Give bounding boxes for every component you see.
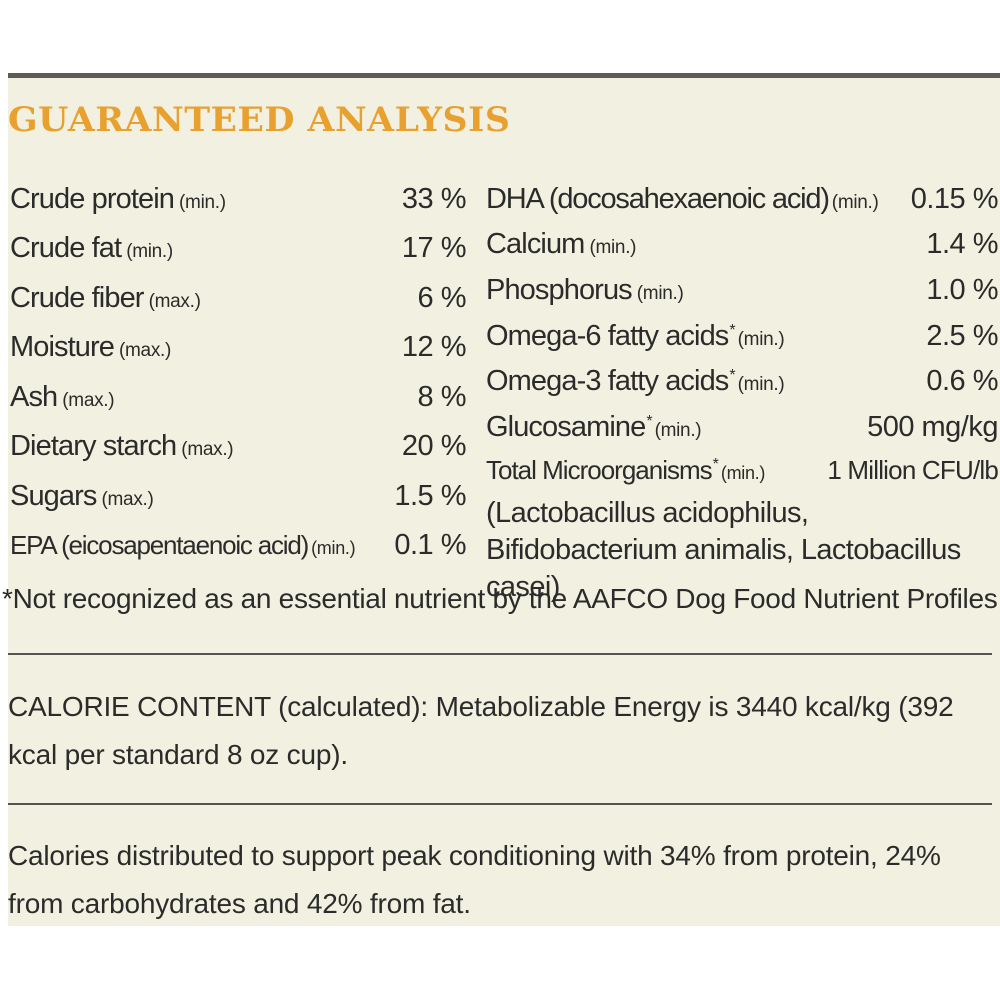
nutrient-qualifier: (min.) <box>720 463 766 483</box>
nutrient-row-crude-fat: Crude fat (min.) 17 % <box>10 232 467 272</box>
nutrient-label: Crude fiber <box>10 282 144 314</box>
nutrient-value: 0.6 % <box>926 365 998 397</box>
nutrient-label: Ash <box>10 381 58 413</box>
nutrient-qualifier: (max.) <box>62 390 115 411</box>
analysis-panel <box>8 73 1000 926</box>
asterisk-mark: * <box>729 322 736 339</box>
nutrient-qualifier: (max.) <box>101 489 154 510</box>
nutrient-label: Phosphorus <box>486 274 633 306</box>
nutrient-qualifier: (max.) <box>148 291 201 312</box>
nutrient-label: EPA (eicosapentaenoic acid) <box>10 530 309 560</box>
nutrient-label: DHA (docosahexaenoic acid) <box>486 183 830 215</box>
nutrient-value: 6 % <box>417 282 467 314</box>
nutrient-label: Sugars <box>10 480 97 512</box>
nutrient-qualifier: (min.) <box>589 237 637 258</box>
nutrient-value: 12 % <box>401 331 467 363</box>
nutrient-qualifier: (max.) <box>119 340 172 361</box>
nutrient-row-epa: EPA (eicosapentaenoic acid) (min.) 0.1 % <box>10 529 466 569</box>
nutrient-label: Crude fat <box>10 232 122 264</box>
nutrient-row-sugars: Sugars (max.) 1.5 % <box>10 480 466 520</box>
nutrient-label: Moisture <box>10 331 115 363</box>
nutrient-label: Glucosamine <box>486 411 646 443</box>
top-divider <box>8 73 1000 78</box>
nutrient-label: Calcium <box>486 228 585 260</box>
nutrient-qualifier: (min.) <box>737 329 785 350</box>
nutrient-qualifier: (min.) <box>654 420 702 441</box>
divider <box>8 803 992 805</box>
nutrient-qualifier: (max.) <box>181 439 234 460</box>
nutrient-label: Crude protein <box>10 183 175 215</box>
nutrient-value: 1.5 % <box>394 480 466 512</box>
nutrient-row-phosphorus: Phosphorus (min.) 1.0 % <box>486 274 998 314</box>
nutrient-row-crude-protein: Crude protein (min.) 33 % <box>10 183 467 223</box>
nutrient-value: 33 % <box>401 183 467 215</box>
nutrient-value: 8 % <box>417 381 467 413</box>
microorganisms-list: (Lactobacillus acidophilus, Bifidobacter… <box>486 497 961 603</box>
asterisk-mark: * <box>712 456 719 473</box>
nutrient-value: 1.4 % <box>926 228 998 260</box>
asterisk-mark: * <box>646 413 653 430</box>
nutrient-label: Total Microorganisms <box>486 455 713 485</box>
calories-distribution: Calories distributed to support peak con… <box>8 840 941 919</box>
nutrient-value: 0.1 % <box>394 529 466 561</box>
section-heading: GUARANTEED ANALYSIS <box>8 100 511 140</box>
nutrient-row-moisture: Moisture (max.) 12 % <box>10 331 467 371</box>
nutrient-value: 1.0 % <box>926 274 998 306</box>
nutrient-qualifier: (min.) <box>179 192 226 213</box>
nutrient-value: 17 % <box>401 232 467 264</box>
nutrient-label: Dietary starch <box>10 430 177 462</box>
nutrient-row-total-microorganisms: Total Microorganisms* (min.) 1 Million CF… <box>486 455 999 495</box>
nutrient-label: Omega-6 fatty acids <box>486 320 729 352</box>
nutrient-qualifier: (min.) <box>831 192 879 213</box>
asterisk-mark: * <box>729 367 736 384</box>
nutrient-label: Omega-3 fatty acids <box>486 365 729 397</box>
calorie-content: CALORIE CONTENT (calculated): Metaboliza… <box>8 691 954 770</box>
nutrient-qualifier: (min.) <box>636 283 684 304</box>
nutrient-row-omega-6: Omega-6 fatty acids* (min.) 2.5 % <box>486 320 998 360</box>
nutrient-row-omega-3: Omega-3 fatty acids* (min.) 0.6 % <box>486 365 998 405</box>
nutrient-qualifier: (min.) <box>737 374 785 395</box>
nutrient-row-ash: Ash (max.) 8 % <box>10 381 467 421</box>
nutrient-value: 1 Million CFU/lb <box>827 455 998 485</box>
nutrient-qualifier: (min.) <box>126 241 173 262</box>
nutrient-row-calcium: Calcium (min.) 1.4 % <box>486 228 998 268</box>
nutrient-row-dietary-starch: Dietary starch (max.) 20 % <box>10 430 467 470</box>
nutrient-value: 500 mg/kg <box>867 411 998 443</box>
nutrient-value: 2.5 % <box>926 320 998 352</box>
nutrient-value: 20 % <box>401 430 467 462</box>
divider <box>8 653 992 655</box>
nutrient-row-crude-fiber: Crude fiber (max.) 6 % <box>10 282 467 322</box>
nutrient-row-dha: DHA (docosahexaenoic acid) (min.) 0.15 % <box>486 183 999 223</box>
nutrient-qualifier: (min.) <box>311 538 356 558</box>
nutrient-row-glucosamine: Glucosamine* (min.) 500 mg/kg <box>486 411 998 451</box>
nutrient-value: 0.15 % <box>910 183 999 215</box>
footnote: *Not recognized as an essential nutrient… <box>2 583 998 614</box>
